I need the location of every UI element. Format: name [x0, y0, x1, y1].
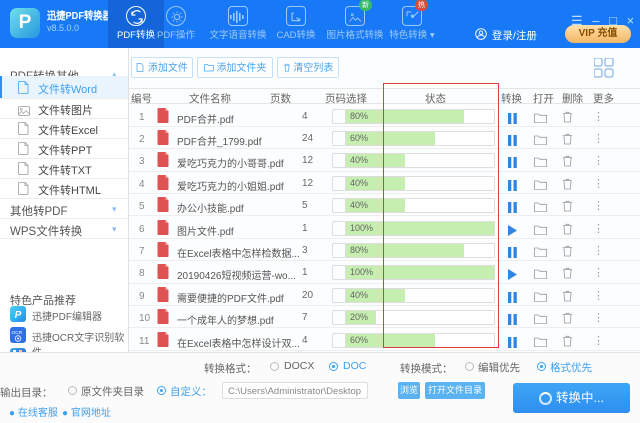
svg-text:OCR: OCR	[12, 330, 23, 336]
